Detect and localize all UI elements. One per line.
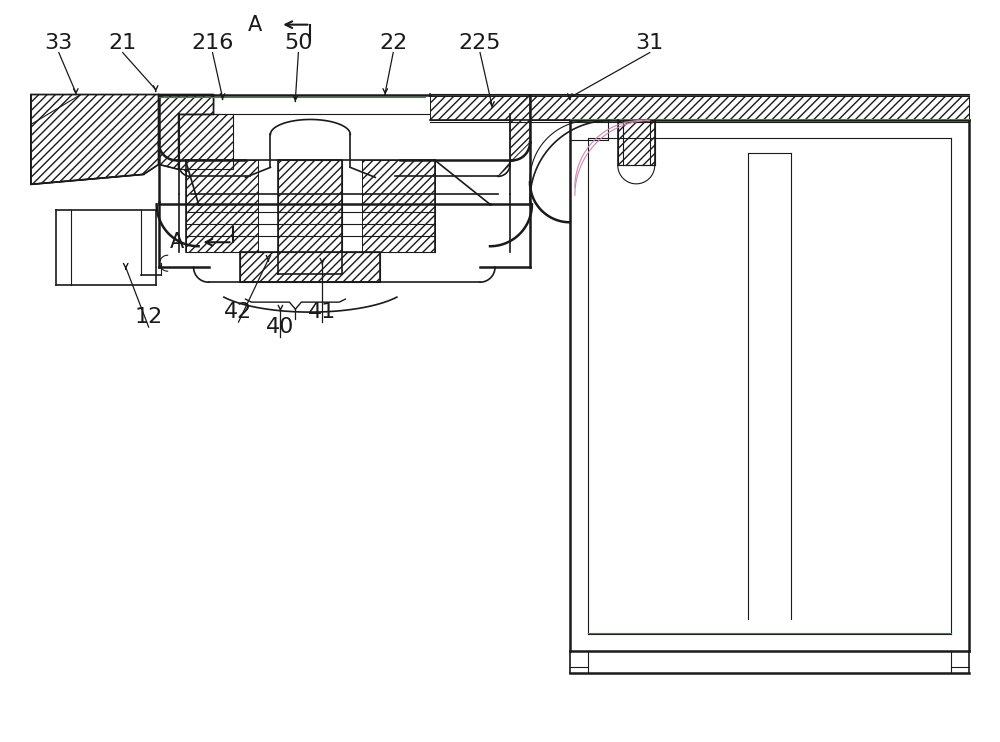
Polygon shape: [618, 120, 655, 165]
Polygon shape: [186, 160, 258, 252]
Text: 42: 42: [224, 302, 253, 322]
Polygon shape: [430, 96, 969, 120]
Text: A: A: [248, 15, 262, 35]
Text: 33: 33: [45, 33, 73, 53]
Text: 31: 31: [636, 33, 664, 53]
Polygon shape: [31, 94, 159, 184]
Text: 12: 12: [135, 307, 163, 327]
Polygon shape: [240, 252, 380, 282]
Text: 50: 50: [284, 33, 313, 53]
Polygon shape: [159, 94, 214, 169]
Text: 40: 40: [266, 317, 295, 337]
Polygon shape: [278, 160, 342, 275]
Text: 216: 216: [191, 33, 234, 53]
Text: 21: 21: [109, 33, 137, 53]
Text: 22: 22: [379, 33, 407, 53]
Polygon shape: [179, 114, 233, 169]
Polygon shape: [498, 94, 530, 177]
Text: A: A: [169, 232, 184, 252]
Text: 225: 225: [459, 33, 501, 53]
Polygon shape: [159, 94, 191, 177]
Text: 41: 41: [308, 302, 336, 322]
Polygon shape: [362, 160, 435, 252]
